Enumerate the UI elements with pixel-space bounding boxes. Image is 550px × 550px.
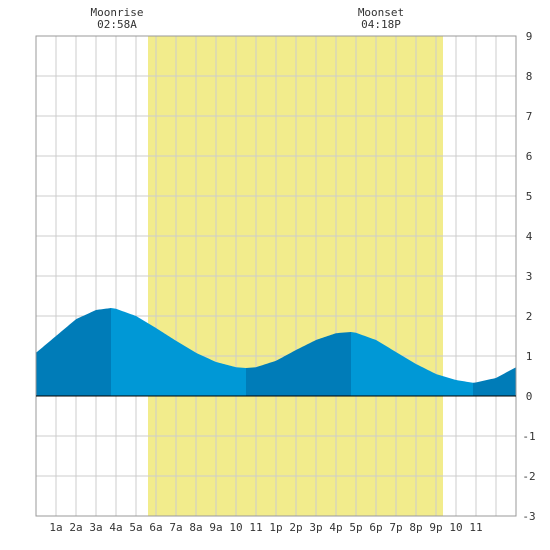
x-tick-label: 6p: [369, 521, 382, 534]
moonset-label: Moonset: [358, 6, 404, 19]
x-tick-label: 11: [469, 521, 482, 534]
x-tick-label: 10: [449, 521, 462, 534]
x-tick-label: 3a: [89, 521, 102, 534]
x-tick-label: 9a: [209, 521, 222, 534]
x-tick-label: 10: [229, 521, 242, 534]
x-tick-label: 4a: [109, 521, 122, 534]
y-tick-label: 7: [526, 110, 533, 123]
y-tick-label: 1: [526, 350, 533, 363]
y-tick-label: 5: [526, 190, 533, 203]
tide-segment-rising: [246, 332, 351, 396]
tide-segment-rising: [473, 367, 516, 396]
x-tick-label: 1a: [49, 521, 62, 534]
x-tick-label: 2p: [289, 521, 302, 534]
y-tick-label: 0: [526, 390, 533, 403]
moonrise-label: Moonrise: [91, 6, 144, 19]
x-tick-labels: 1a 2a 3a 4a 5a 6a 7a 8a 9a 10 11 1p 2p 3p 4p 5p 6p 7p 8p 9p…: [49, 521, 482, 534]
grid-group: [36, 36, 516, 516]
x-tick-label: 7p: [389, 521, 402, 534]
y-tick-label: 2: [526, 310, 533, 323]
y-tick-label: 4: [526, 230, 533, 243]
y-tick-label: 9: [526, 30, 533, 43]
x-tick-label: 6a: [149, 521, 162, 534]
x-tick-label: 4p: [329, 521, 342, 534]
tide-segment-rising: [36, 308, 111, 396]
x-tick-label: 11: [249, 521, 262, 534]
y-tick-label: -3: [522, 510, 535, 523]
y-tick-label: 8: [526, 70, 533, 83]
x-tick-label: 8p: [409, 521, 422, 534]
tide-fill-group: [36, 308, 516, 396]
tide-segment-falling: [351, 332, 473, 396]
plot-frame: [35, 35, 517, 517]
y-tick-label: -1: [522, 430, 535, 443]
x-tick-label: 2a: [69, 521, 82, 534]
axes-group: [35, 35, 517, 517]
x-tick-label: 5a: [129, 521, 142, 534]
y-tick-label: 6: [526, 150, 533, 163]
x-tick-label: 7a: [169, 521, 182, 534]
x-tick-label: 9p: [429, 521, 442, 534]
x-tick-label: 1p: [269, 521, 282, 534]
x-tick-label: 3p: [309, 521, 322, 534]
y-tick-label: -2: [522, 470, 535, 483]
y-tick-labels: 9 8 7 6 5 4 3 2 1 0 -1 -2 -3: [522, 30, 535, 523]
moon-annotations: Moonrise 02:58A Moonset 04:18P: [91, 6, 405, 31]
y-tick-label: 3: [526, 270, 533, 283]
moonset-time: 04:18P: [361, 18, 401, 31]
moonrise-time: 02:58A: [97, 18, 137, 31]
x-tick-label: 8a: [189, 521, 202, 534]
x-tick-label: 5p: [349, 521, 362, 534]
tide-segment-falling: [111, 308, 246, 396]
